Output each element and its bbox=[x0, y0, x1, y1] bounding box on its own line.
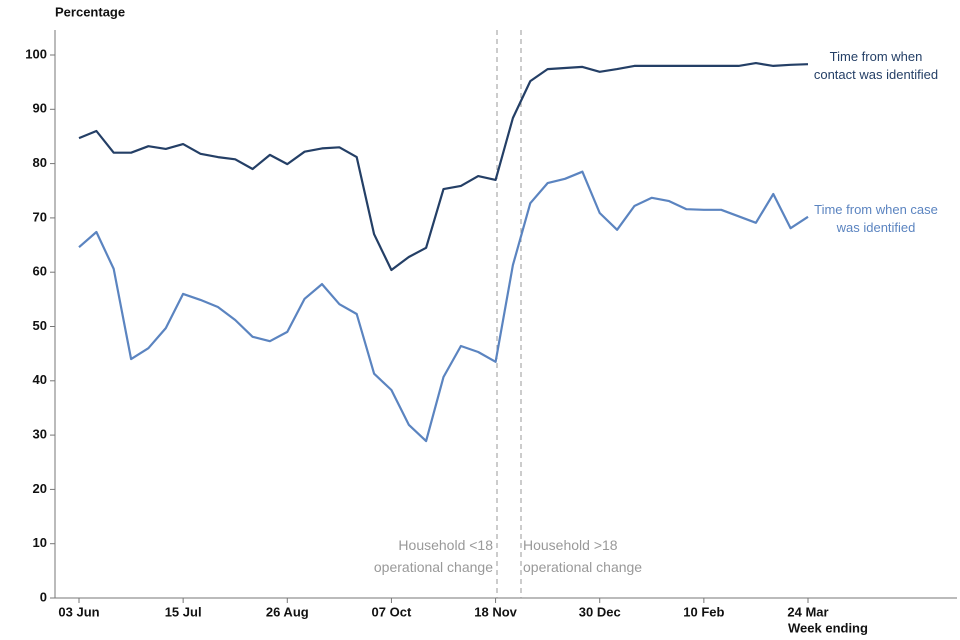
annotation: Household <18 operational change bbox=[373, 537, 493, 575]
x-tick-label: 26 Aug bbox=[266, 604, 309, 619]
x-tick-label: 30 Dec bbox=[579, 604, 621, 619]
y-tick-label: 50 bbox=[33, 318, 47, 333]
x-tick-label: 03 Jun bbox=[58, 604, 99, 619]
y-tick-label: 20 bbox=[33, 481, 47, 496]
y-tick-label: 60 bbox=[33, 264, 47, 279]
x-tick-label: 18 Nov bbox=[474, 604, 517, 619]
y-tick-label: 30 bbox=[33, 427, 47, 442]
x-tick-label: 24 Mar bbox=[787, 604, 828, 619]
annotation: Household >18 operational change bbox=[523, 537, 643, 575]
y-axis-title: Percentage bbox=[55, 4, 125, 19]
y-tick-label: 10 bbox=[33, 535, 47, 550]
y-tick-label: 0 bbox=[40, 589, 47, 604]
series-line bbox=[78, 62, 809, 272]
y-tick-label: 40 bbox=[33, 372, 47, 387]
y-tick-label: 100 bbox=[25, 46, 47, 61]
y-tick-label: 90 bbox=[33, 101, 47, 116]
x-tick-label: 15 Jul bbox=[165, 604, 202, 619]
x-tick-label: 10 Feb bbox=[683, 604, 724, 619]
legend-label: Time from when contact was identified bbox=[813, 49, 939, 83]
series-line bbox=[78, 170, 809, 443]
legend-label: Time from when case was identified bbox=[814, 201, 938, 235]
x-axis-title: Week ending bbox=[788, 620, 868, 635]
x-tick-label: 07 Oct bbox=[372, 604, 412, 619]
y-tick-label: 70 bbox=[33, 209, 47, 224]
y-tick-label: 80 bbox=[33, 155, 47, 170]
